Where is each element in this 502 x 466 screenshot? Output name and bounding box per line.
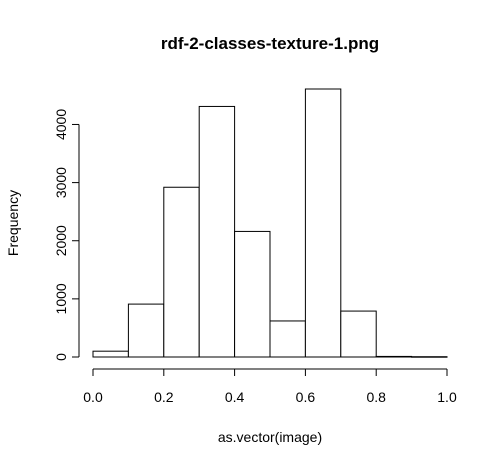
chart-title: rdf-2-classes-texture-1.png bbox=[161, 34, 379, 53]
y-tick-label: 3000 bbox=[53, 167, 69, 198]
histogram-bar bbox=[411, 356, 448, 358]
histogram-bar bbox=[269, 320, 306, 358]
histogram-bar bbox=[127, 303, 165, 358]
x-tick-label: 0.2 bbox=[154, 389, 174, 405]
y-axis-label: Frequency bbox=[5, 190, 21, 256]
x-axis-label: as.vector(image) bbox=[218, 429, 322, 445]
x-tick-label: 1.0 bbox=[437, 389, 457, 405]
histogram-bar bbox=[375, 355, 413, 358]
histogram-bar bbox=[198, 105, 236, 358]
y-tick-label: 0 bbox=[53, 353, 69, 361]
x-tick-label: 0.4 bbox=[225, 389, 245, 405]
histogram-bar bbox=[304, 88, 342, 358]
histogram-bar bbox=[340, 310, 377, 358]
y-tick-label: 1000 bbox=[53, 283, 69, 314]
bars-group bbox=[92, 88, 448, 358]
histogram-bar bbox=[234, 230, 271, 358]
histogram-bar bbox=[163, 186, 200, 358]
x-tick-label: 0.8 bbox=[366, 389, 386, 405]
histogram-bar bbox=[92, 350, 129, 358]
x-tick-label: 0.0 bbox=[83, 389, 103, 405]
x-axis: 0.0 0.2 0.4 0.6 0.8 1.0 bbox=[83, 368, 457, 405]
y-tick-label: 2000 bbox=[53, 225, 69, 256]
y-axis: 0 1000 2000 3000 4000 bbox=[53, 109, 80, 361]
y-tick-label: 4000 bbox=[53, 109, 69, 140]
x-tick-label: 0.6 bbox=[296, 389, 316, 405]
